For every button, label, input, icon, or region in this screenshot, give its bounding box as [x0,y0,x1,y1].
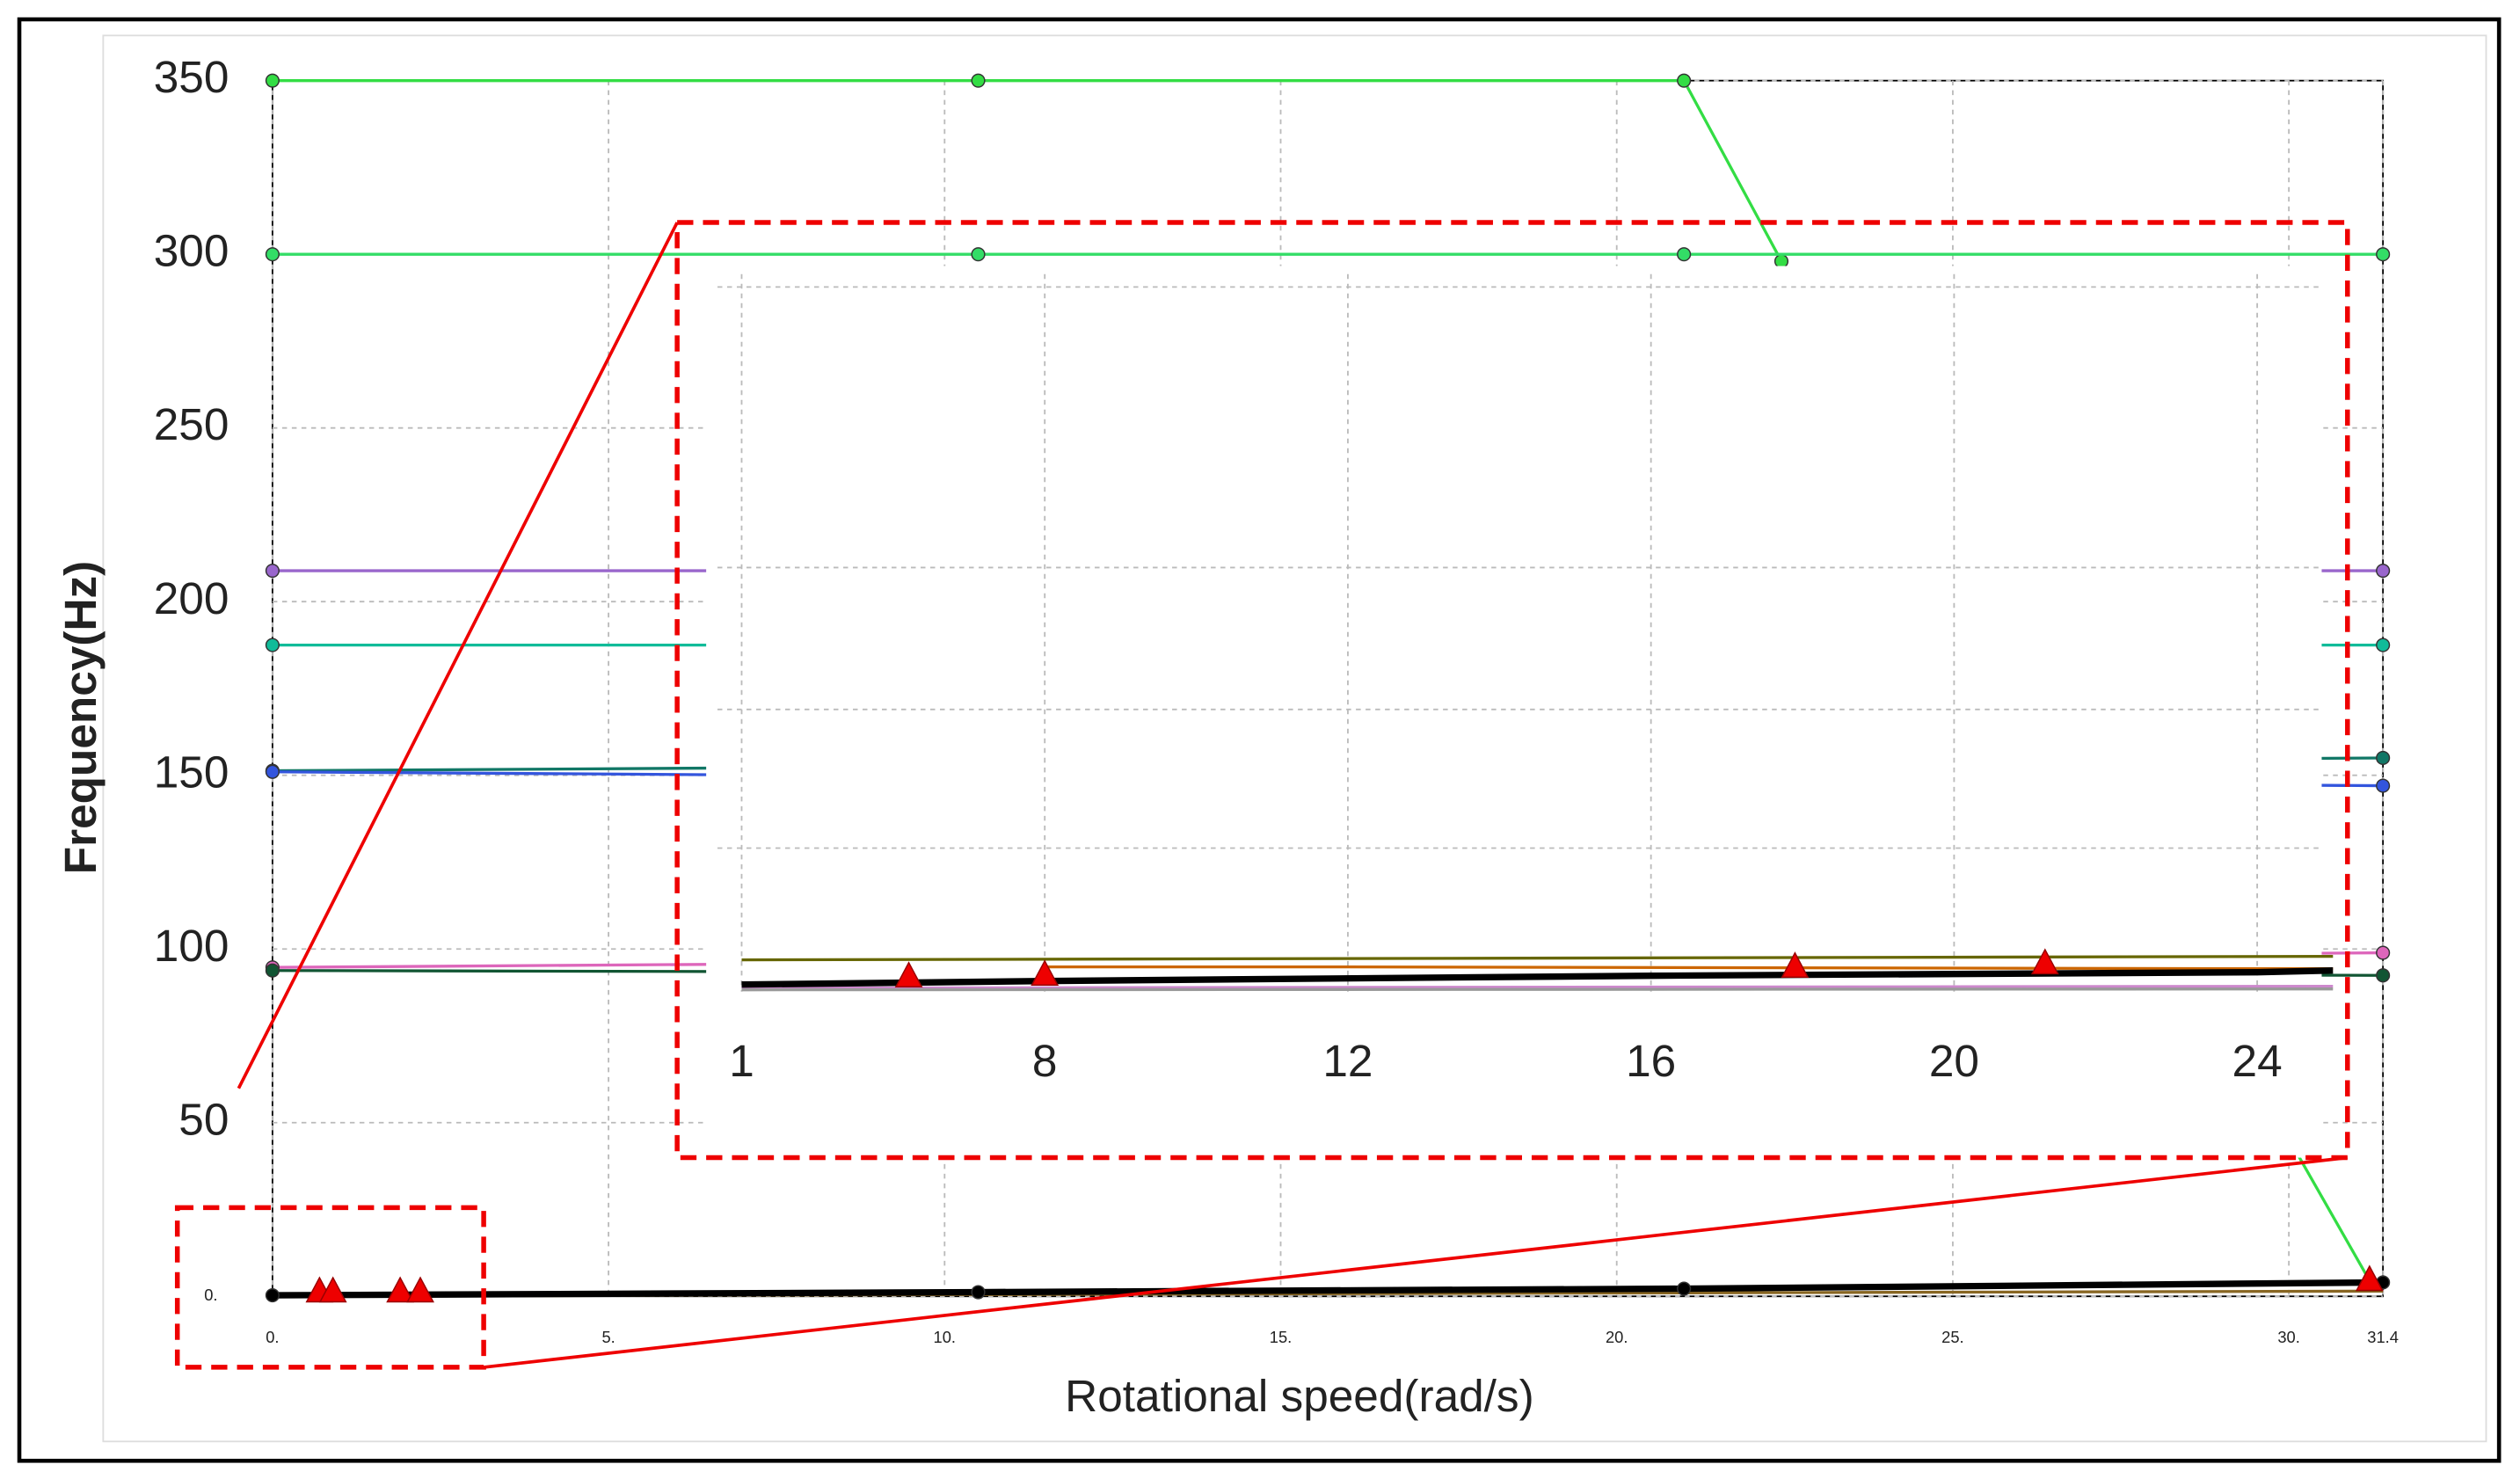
series-line [741,966,2334,988]
point-marker [971,1285,986,1300]
x-tick-label: 16 [1626,1036,1676,1086]
x-tick-label: 20 [1929,1036,1979,1086]
y-tick-label: 350 [154,52,229,102]
triangle-marker [318,1276,347,1303]
series-line [272,1279,2384,1299]
y-axis-label: Frequency(Hz) [55,561,106,874]
point-marker [971,73,986,88]
x-tick-label: 1 [729,1036,754,1086]
point-marker [1677,73,1692,88]
x-tick-label: 15. [1270,1328,1292,1346]
triangle-marker [1781,951,1810,978]
x-tick-label: 8 [1032,1036,1058,1086]
point-marker [2376,945,2391,960]
y-tick-label: 150 [154,747,229,797]
triangle-marker [386,1276,415,1303]
triangle-marker [2355,1264,2384,1292]
point-marker [265,638,280,652]
x-axis-label: Rotational speed(rad/s) [1065,1371,1534,1421]
inset-plot: 1 8 12 16 20 24 [706,266,2334,1158]
point-marker [2376,968,2391,983]
y-tick-label: 50 [178,1094,229,1144]
y-tick-label: 0. [204,1286,217,1304]
point-marker [2376,750,2391,766]
triangle-marker [2030,948,2059,975]
x-tick-label: 12 [1322,1036,1373,1086]
inset-background [706,266,2322,1158]
x-tick-label: 0. [266,1328,279,1346]
zoom-source-box [174,1205,486,1370]
point-marker [2376,247,2391,262]
x-tick-label: 24 [2232,1036,2283,1086]
plot-area-frame [102,34,2487,1443]
x-tick-label: 31.4 [2367,1328,2399,1346]
point-marker [2376,638,2391,652]
zoom-box [674,220,2350,1161]
point-marker [2376,778,2391,793]
zoom-connector [237,222,679,1089]
series-line [741,987,2334,992]
zoom-connector [483,1155,2349,1369]
y-tick-label: 300 [154,226,229,276]
series-line [741,954,2334,962]
x-tick-label: 30. [2277,1328,2299,1346]
triangle-marker [1031,959,1060,986]
x-tick-label: 5. [601,1328,615,1346]
point-marker [1677,1281,1692,1296]
point-marker [265,764,280,779]
triangle-marker [406,1276,434,1303]
point-marker [2376,563,2391,579]
y-tick-label: 100 [154,921,229,971]
point-marker [265,563,280,579]
y-tick-label: 250 [154,399,229,449]
point-marker [1677,247,1692,262]
series-line [741,985,2334,990]
point-marker [971,247,986,262]
point-marker [1773,254,1789,269]
x-tick-label: 25. [1941,1328,1963,1346]
point-marker [265,963,280,978]
x-tick-label: 10. [934,1328,956,1346]
triangle-marker [894,961,923,987]
y-tick-label: 200 [154,573,229,623]
series-line [272,79,1783,262]
zoom-annotation [174,220,2350,1370]
x-tick-label: 20. [1606,1328,1628,1346]
point-marker [265,247,280,262]
point-marker [265,1287,280,1303]
point-marker [265,73,280,88]
